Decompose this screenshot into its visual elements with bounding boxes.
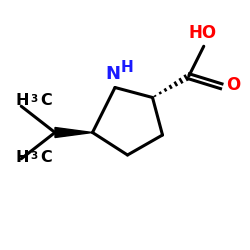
Text: H: H [15, 150, 29, 165]
Polygon shape [55, 128, 92, 138]
Text: O: O [226, 76, 240, 94]
Text: N: N [106, 65, 120, 83]
Text: C: C [40, 93, 52, 108]
Text: HO: HO [188, 24, 216, 42]
Text: H: H [15, 93, 29, 108]
Text: 3: 3 [30, 151, 37, 161]
Text: C: C [40, 150, 52, 165]
Text: H: H [120, 60, 134, 74]
Text: 3: 3 [30, 94, 37, 104]
